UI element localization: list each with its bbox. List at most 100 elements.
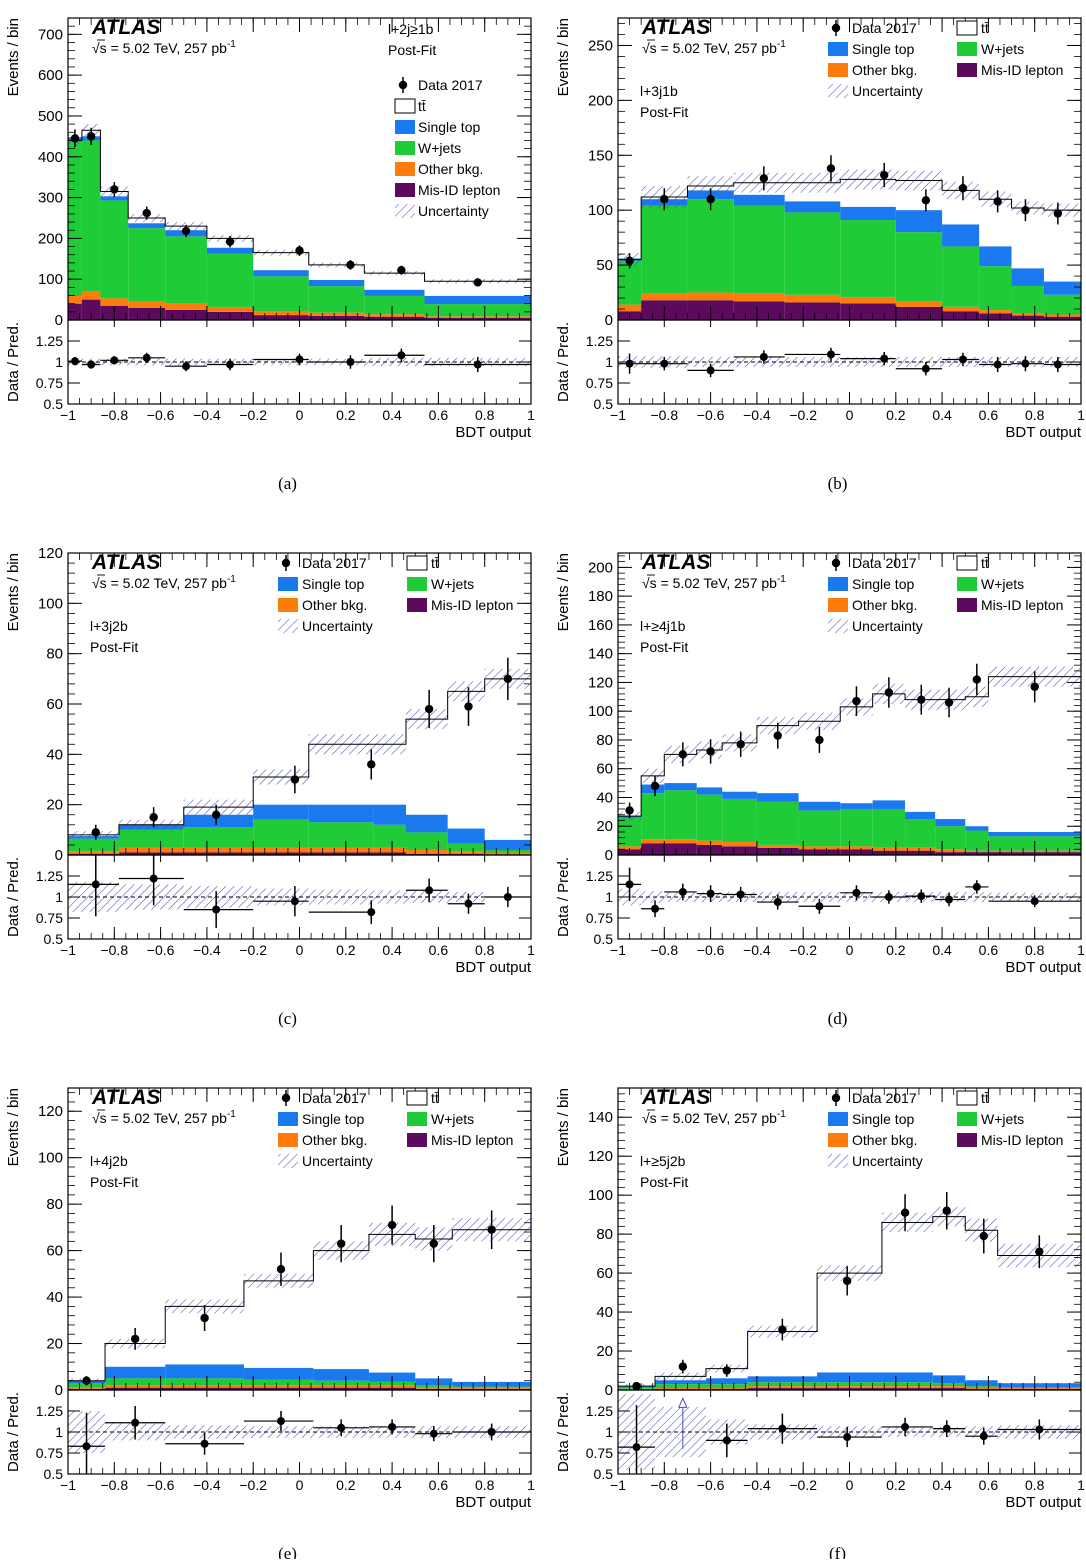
wjets-bar (747, 1382, 818, 1387)
other-bar (206, 306, 254, 312)
ratio-uncertainty-band (840, 356, 896, 368)
ratio-point (917, 892, 926, 901)
data-point (706, 195, 715, 204)
plot-content (68, 1205, 531, 1474)
data-point (944, 698, 954, 707)
ratio-y-tick-label: 1.25 (586, 333, 613, 349)
x-tick-label: −0.2 (789, 942, 817, 958)
other-bar (618, 304, 642, 312)
x-tick-label: −0.6 (147, 1477, 175, 1493)
ratio-point (295, 355, 304, 364)
data-point (1030, 682, 1039, 691)
other-bar (118, 847, 184, 853)
ratio-point (110, 356, 119, 365)
single_top-bar (1011, 268, 1044, 286)
y-axis-label: Events / bin (555, 553, 572, 631)
other-bar (784, 294, 841, 303)
data-point (149, 813, 158, 822)
x-tick-label: −0.4 (193, 407, 221, 423)
panel-caption: (a) (278, 474, 297, 493)
legend-other-swatch (828, 63, 848, 77)
legend-other-label: Other bkg. (302, 597, 367, 613)
other-bar (872, 847, 906, 851)
data-point (211, 810, 221, 819)
legend-other-label: Other bkg. (852, 62, 917, 78)
legend-wjets-swatch (407, 1112, 427, 1126)
legend-ttbar-swatch (956, 1090, 978, 1106)
y-tick-label: 160 (588, 617, 613, 634)
ttbar-bar (881, 1222, 933, 1390)
legend-data-label: Data 2017 (852, 555, 917, 571)
wjets-bar (965, 830, 989, 851)
wjets-bar (1011, 285, 1044, 314)
data-point (346, 260, 355, 270)
legend-single_top-swatch (828, 577, 848, 591)
single_top-bar (881, 1372, 933, 1383)
other-bar (756, 844, 799, 848)
x-tick-label: 0.6 (429, 407, 449, 423)
misid-bar (932, 1388, 966, 1390)
other-bar (696, 840, 723, 845)
legend-other-swatch (278, 598, 298, 612)
misid-bar (105, 1387, 166, 1390)
x-tick-label: −0.6 (147, 942, 175, 958)
single_top-bar (932, 1375, 966, 1384)
x-tick-label: 0.6 (429, 942, 449, 958)
ratio-y-axis-label: Data / Pred. (5, 857, 22, 937)
ratio-point (972, 882, 981, 891)
ratio-uncertainty-band (641, 891, 665, 903)
legend-single_top-label: Single top (302, 1111, 364, 1127)
energy-superscript: -1 (227, 1109, 236, 1120)
ratio-point (142, 353, 151, 362)
wjets-bar (206, 253, 254, 307)
misid-bar (840, 303, 896, 320)
legend-misid-label: Mis-ID lepton (981, 62, 1063, 78)
misid-bar (747, 1388, 818, 1390)
wjets-bar (872, 808, 906, 848)
legend-wjets-swatch (395, 141, 415, 155)
x-axis-label: BDT output (1005, 424, 1081, 441)
data-point (900, 1208, 910, 1217)
ratio-y-tick-label: 0.5 (44, 931, 64, 947)
wjets-bar (618, 260, 642, 305)
ratio-point (212, 905, 221, 914)
data-point (921, 196, 931, 205)
x-tick-label: 0 (296, 1477, 304, 1493)
single_top-bar (696, 787, 723, 795)
x-tick-label: −0.8 (650, 942, 678, 958)
ratio-y-axis-label: Data / Pred. (5, 322, 22, 402)
ratio-point (942, 1424, 951, 1433)
ratio-y-tick-label: 0.75 (586, 910, 613, 926)
legend-data-label: Data 2017 (302, 555, 367, 571)
legend-other-label: Other bkg. (418, 161, 483, 177)
legend-other-swatch (828, 1133, 848, 1147)
ratio-y-tick-label: 1.25 (36, 868, 63, 884)
single_top-bar (128, 223, 166, 229)
wjets-bar (840, 808, 873, 847)
ratio-y-tick-label: 0.5 (594, 1466, 614, 1482)
data-point (625, 806, 634, 815)
y-tick-label: 250 (588, 37, 613, 54)
x-tick-label: 0.2 (886, 407, 906, 423)
legend-ttbar-swatch (956, 555, 978, 571)
ratio-point (778, 1424, 787, 1433)
x-tick-label: 0.8 (475, 942, 495, 958)
single_top-bar (756, 793, 799, 802)
other-bar (722, 842, 757, 847)
fit-label: Post-Fit (640, 639, 688, 655)
legend-uncertainty-swatch (828, 619, 848, 633)
legend-data-label: Data 2017 (302, 1090, 367, 1106)
ratio-uncertainty-band (965, 1426, 998, 1438)
ratio-uncertainty-band (784, 356, 841, 368)
single_top-bar (840, 206, 896, 221)
misid-bar (243, 1387, 314, 1390)
other-bar (932, 1386, 966, 1389)
legend-ttbar-label: tt̄ (431, 555, 439, 571)
wjets-bar (405, 832, 448, 850)
legend-single_top-swatch (395, 120, 415, 134)
data-point (1021, 205, 1030, 215)
y-tick-label: 0 (605, 1382, 613, 1399)
misid-bar (424, 317, 531, 320)
misid-bar (872, 850, 906, 855)
wjets-bar (253, 819, 309, 848)
